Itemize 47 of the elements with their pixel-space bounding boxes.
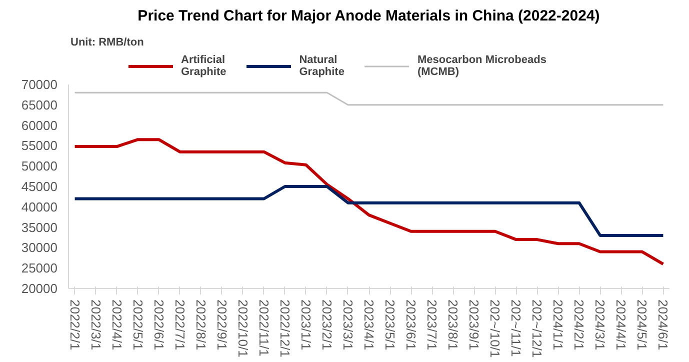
y-tick-label: 20000 <box>21 281 58 296</box>
y-tick-label: 65000 <box>21 97 58 112</box>
x-tick-label: 2022/7/1 <box>172 300 188 350</box>
x-tick-label: 2023/3/1 <box>340 300 356 350</box>
x-tick-label: 2022/11/1 <box>256 300 272 356</box>
x-tick-label: 2024/1/1 <box>550 300 566 350</box>
x-tick-label: 2023/9/1 <box>466 300 482 350</box>
y-tick-label: 70000 <box>21 77 58 92</box>
x-tick-label: 202~/11/1 <box>508 300 524 357</box>
y-tick-label: 45000 <box>21 179 58 194</box>
line-series <box>73 138 665 266</box>
x-tick-label: 2024/4/1 <box>614 300 629 350</box>
x-tick-label: 2022/2/1 <box>67 300 82 350</box>
y-tick-label: 25000 <box>21 260 58 276</box>
x-tick-label: 202~/12/1 <box>530 300 545 358</box>
x-tick-label: 2024/5/1 <box>634 300 650 350</box>
chart-title: Price Trend Chart for Major Anode Materials in China (2022-2024) <box>138 8 600 24</box>
x-tick-label: 2022/12/1 <box>277 300 292 358</box>
x-tick-label: 2022/8/1 <box>193 300 208 350</box>
x-tick-label: 2024/2/1 <box>572 300 587 350</box>
x-tick-label: 2022/9/1 <box>214 300 230 350</box>
x-tick-label: 2023/4/1 <box>362 300 376 350</box>
x-tick-label: 2023/6/1 <box>404 300 419 350</box>
y-tick-label: 40000 <box>21 199 58 214</box>
legend-label: Natural Graphite <box>299 54 344 78</box>
x-tick-label: 2023/1/1 <box>298 300 314 350</box>
legend-label: Artificial Graphite <box>181 54 226 78</box>
x-tick-label: 202~/10/1 <box>488 300 503 358</box>
x-tick-label: 2022/3/1 <box>88 300 104 350</box>
x-tick-label: 2024/6/1 <box>656 300 671 350</box>
legend-label: Mesocarbon Microbeads (MCMB) <box>417 54 546 78</box>
y-tick-label: 30000 <box>21 240 58 256</box>
x-tick-label: 2022/6/1 <box>151 300 166 350</box>
x-tick-label: 2022/5/1 <box>130 300 146 350</box>
x-tick-label: 2023/7/1 <box>424 300 440 350</box>
text: Unit: RMB/ton <box>70 36 144 48</box>
x-tick-label: 2022/10/1 <box>235 300 250 358</box>
x-tick-label: 2023/8/1 <box>446 300 461 350</box>
x-tick-label: 2023/2/1 <box>319 300 334 350</box>
y-tick-label: 35000 <box>21 220 58 235</box>
y-tick-label: 55000 <box>21 138 58 154</box>
x-tick-label: 2024/3/1 <box>592 300 608 350</box>
line-series <box>73 185 665 237</box>
x-tick-label: 2022/4/1 <box>109 300 124 350</box>
y-tick-label: 50000 <box>21 158 58 174</box>
x-tick-label: 2023/5/1 <box>382 300 398 350</box>
y-tick-label: 60000 <box>21 118 58 133</box>
